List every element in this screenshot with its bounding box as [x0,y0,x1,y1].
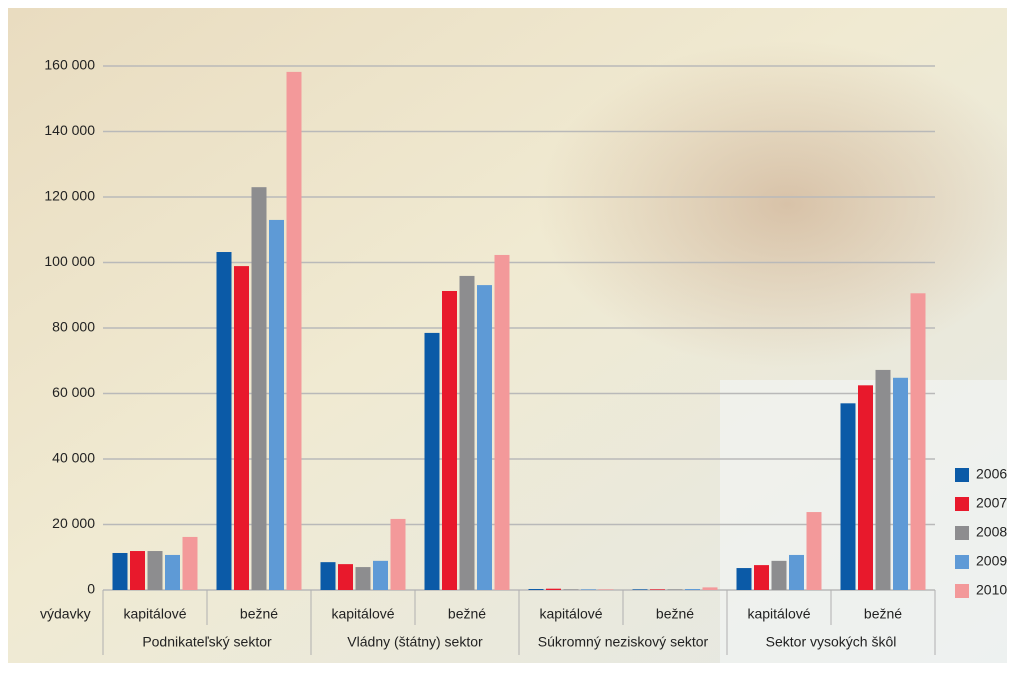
bar [736,568,752,590]
bar [789,554,804,590]
legend-swatch [955,555,969,569]
group-label: Súkromný neziskový sektor [538,634,709,650]
legend-swatch [955,497,969,511]
legend-swatch [955,468,969,482]
bar [650,589,665,590]
y-tick-label: 160 000 [44,57,95,73]
bar [702,587,718,590]
bar [840,403,856,590]
bar [165,554,180,590]
x-tick-label: bežné [656,606,694,622]
legend-label: 2010 [976,582,1007,598]
bar [459,275,475,590]
y-tick-label: 40 000 [52,450,95,466]
bar [910,293,926,590]
bar [477,285,492,590]
x-tick-label: kapitálové [747,606,810,622]
legend-label: 2007 [976,495,1007,511]
bar [528,589,544,590]
x-tick-label: bežné [864,606,902,622]
bar [667,589,683,590]
bar [112,552,128,590]
bar [147,551,163,590]
bar [546,588,561,590]
y-tick-label: 0 [87,581,95,597]
y-tick-label: 80 000 [52,319,95,335]
legend-label: 2008 [976,524,1007,540]
bar [893,377,908,590]
legend-swatch [955,526,969,540]
bar [320,562,336,590]
bar [875,369,891,590]
bar [442,290,457,590]
y-tick-label: 140 000 [44,122,95,138]
x-tick-label: kapitálové [123,606,186,622]
legend-label: 2006 [976,466,1007,482]
x-tick-label: kapitálové [539,606,602,622]
bar [269,219,284,591]
x-axis-label: výdavky [40,606,91,622]
bar [234,266,249,590]
group-label: Podnikateľský sektor [142,634,272,650]
bar [355,567,371,590]
bar [424,332,440,590]
y-tick-label: 20 000 [52,515,95,531]
x-tick-label: bežné [448,606,486,622]
x-tick-label: kapitálové [331,606,394,622]
bar [806,512,822,590]
bar [632,589,648,590]
legend-label: 2009 [976,553,1007,569]
y-tick-label: 100 000 [44,253,95,269]
bar [286,71,302,590]
bar [598,589,614,590]
group-label: Sektor vysokých škôl [766,634,897,650]
bar [494,254,510,590]
bar [390,518,406,590]
x-tick-label: bežné [240,606,278,622]
bar [581,589,596,590]
bar [251,187,267,591]
bar [373,560,388,590]
bar [216,252,232,590]
bar [563,589,579,590]
group-label: Vládny (štátny) sektor [347,634,483,650]
bar [130,551,145,590]
bar [754,565,769,590]
y-tick-label: 120 000 [44,188,95,204]
bar [858,385,873,590]
bar [338,564,353,590]
y-tick-label: 60 000 [52,384,95,400]
bar [685,589,700,590]
legend-swatch [955,584,969,598]
bar [771,560,787,590]
bar [182,536,198,590]
